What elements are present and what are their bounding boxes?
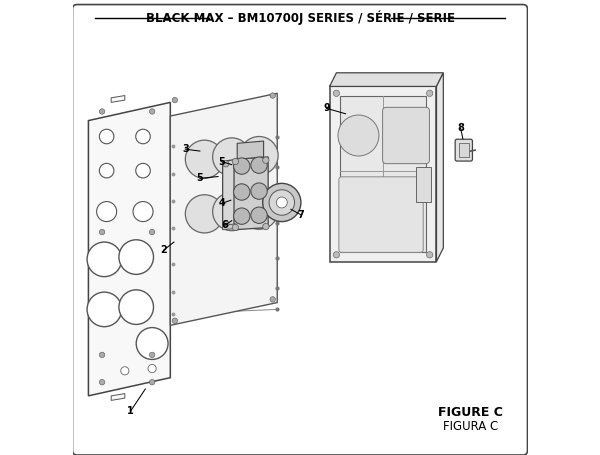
Circle shape [119, 290, 154, 324]
Text: 8: 8 [457, 123, 464, 133]
Circle shape [136, 328, 168, 359]
Polygon shape [88, 102, 170, 396]
Polygon shape [111, 96, 125, 102]
Circle shape [333, 90, 340, 96]
Circle shape [149, 379, 155, 385]
Polygon shape [223, 224, 236, 230]
Text: 1: 1 [127, 406, 134, 416]
Circle shape [100, 379, 105, 385]
Circle shape [212, 192, 251, 231]
Text: 2: 2 [160, 245, 167, 255]
Text: BLACK MAX – BM10700J SERIES / SÉRIE / SERIE: BLACK MAX – BM10700J SERIES / SÉRIE / SE… [146, 11, 455, 25]
Circle shape [251, 157, 267, 173]
Circle shape [87, 292, 122, 327]
Circle shape [100, 229, 105, 235]
Text: 9: 9 [323, 103, 330, 113]
Circle shape [233, 208, 250, 224]
Circle shape [172, 318, 178, 324]
Circle shape [427, 90, 433, 96]
Text: FIGURE C: FIGURE C [438, 406, 503, 419]
Circle shape [338, 115, 379, 156]
Circle shape [269, 190, 295, 215]
Text: 4: 4 [218, 198, 225, 208]
Circle shape [121, 367, 129, 375]
Circle shape [232, 158, 239, 165]
Text: 6: 6 [221, 220, 229, 230]
Circle shape [136, 163, 151, 178]
Polygon shape [170, 93, 277, 325]
FancyBboxPatch shape [73, 5, 527, 455]
Circle shape [185, 140, 224, 178]
Polygon shape [329, 73, 443, 86]
FancyBboxPatch shape [459, 143, 469, 157]
Circle shape [172, 97, 178, 103]
Text: 3: 3 [182, 144, 189, 154]
Polygon shape [234, 157, 268, 230]
Circle shape [100, 129, 114, 144]
Circle shape [232, 224, 239, 231]
Circle shape [136, 129, 151, 144]
Circle shape [100, 352, 105, 358]
Circle shape [100, 109, 105, 114]
Circle shape [251, 183, 267, 199]
Circle shape [133, 202, 153, 222]
Circle shape [97, 202, 116, 222]
FancyBboxPatch shape [339, 177, 423, 253]
Circle shape [223, 161, 229, 167]
Circle shape [233, 158, 250, 174]
Circle shape [277, 197, 287, 208]
Circle shape [263, 183, 301, 222]
Circle shape [240, 136, 278, 175]
Circle shape [263, 157, 269, 163]
Circle shape [251, 207, 267, 223]
FancyBboxPatch shape [455, 139, 472, 161]
Circle shape [149, 229, 155, 235]
Circle shape [270, 297, 275, 302]
Polygon shape [436, 73, 443, 262]
Polygon shape [340, 96, 427, 252]
Polygon shape [223, 159, 236, 228]
Polygon shape [329, 86, 436, 262]
Circle shape [185, 195, 224, 233]
Circle shape [149, 109, 155, 114]
Polygon shape [237, 141, 263, 159]
Text: 5: 5 [197, 173, 203, 183]
Circle shape [100, 163, 114, 178]
Circle shape [333, 252, 340, 258]
FancyBboxPatch shape [416, 167, 431, 202]
Text: FIGURA C: FIGURA C [443, 420, 498, 433]
Circle shape [233, 184, 250, 200]
Circle shape [149, 352, 155, 358]
FancyBboxPatch shape [383, 107, 430, 164]
Polygon shape [111, 394, 125, 400]
Circle shape [223, 221, 229, 227]
Circle shape [212, 138, 251, 176]
Circle shape [427, 252, 433, 258]
Circle shape [87, 242, 122, 277]
Text: 7: 7 [298, 210, 304, 220]
Circle shape [270, 93, 275, 98]
Circle shape [240, 191, 278, 229]
Text: 5: 5 [218, 157, 225, 167]
Circle shape [263, 223, 269, 230]
Circle shape [119, 240, 154, 274]
Circle shape [148, 364, 156, 373]
